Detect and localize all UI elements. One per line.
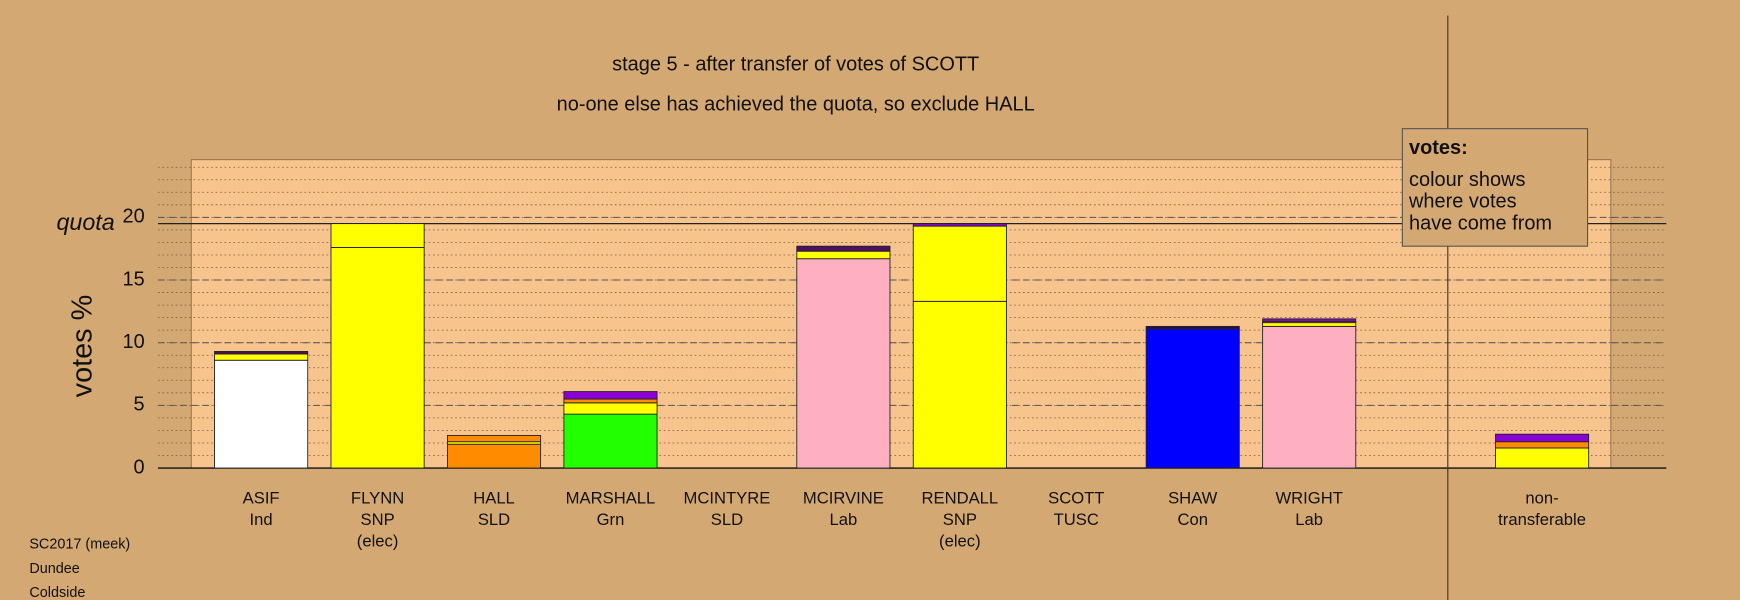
category-label: SLD [478, 510, 510, 529]
bar-segment [1262, 318, 1357, 322]
category-label: (elec) [939, 532, 981, 551]
bar-segment [330, 223, 425, 248]
footer-line: Dundee [29, 561, 79, 577]
y-tick-label: 0 [134, 456, 145, 478]
legend-line: have come from [1409, 212, 1552, 234]
bar-segment [1262, 322, 1357, 327]
bar-segment [912, 300, 1007, 469]
bar-segment [912, 225, 1007, 302]
category-label: (elec) [357, 532, 399, 551]
category-label: TUSC [1054, 510, 1099, 529]
bar-segment [1262, 325, 1357, 469]
bar-segment [214, 353, 309, 361]
legend-line: colour shows [1409, 169, 1525, 191]
bar-segment [1145, 328, 1240, 469]
bar-segment [447, 443, 542, 469]
category-label: Lab [830, 510, 858, 529]
bar-segment [447, 434, 542, 443]
category-label: SNP [943, 510, 977, 529]
category-label: SNP [360, 510, 394, 529]
bar-segment [563, 402, 658, 415]
category-label: SLD [711, 510, 743, 529]
bar-segment [1495, 433, 1590, 443]
category-label: SCOTT [1048, 488, 1104, 507]
footer: SC2017 (meek) Dundee Coldside [29, 536, 130, 600]
footer-line: Coldside [29, 585, 85, 600]
y-tick-label: 5 [134, 394, 145, 416]
y-axis-label: votes % [66, 295, 98, 398]
bar-segment [1495, 447, 1590, 469]
quota-label: quota [56, 209, 114, 235]
bar-segment [1145, 325, 1240, 330]
y-tick-label: 20 [122, 206, 144, 228]
bar-segment [214, 359, 309, 469]
category-label: FLYNN [351, 488, 404, 507]
category-label: SHAW [1168, 488, 1218, 507]
legend-box [1401, 128, 1589, 247]
bar-segment [796, 258, 891, 469]
category-label: non- [1525, 488, 1558, 507]
bar-segment [563, 413, 658, 469]
footer-line: SC2017 (meek) [29, 536, 130, 552]
bar-segment [330, 246, 425, 469]
category-label: ASIF [243, 488, 280, 507]
bars: ASIF Ind FLYNN SNP (elec) HALL SLD MARSHALL Grn M… [214, 223, 1590, 551]
category-label: HALL [473, 488, 515, 507]
category-label: transferable [1498, 510, 1586, 529]
category-label: Con [1177, 510, 1208, 529]
bar-segment [912, 223, 1007, 227]
legend-line: where votes [1408, 191, 1517, 213]
bar-segment [796, 245, 891, 252]
bar-segment [563, 391, 658, 400]
bar-segment [214, 351, 309, 355]
category-label: Lab [1295, 510, 1323, 529]
category-label: MARSHALL [566, 488, 656, 507]
category-label: MCIRVINE [803, 488, 884, 507]
legend-title: votes: [1409, 137, 1468, 159]
category-label: Grn [597, 510, 625, 529]
category-label: Ind [250, 510, 273, 529]
plot-area [190, 159, 1612, 469]
bar-segment [1495, 441, 1590, 449]
chart-title: stage 5 - after transfer of votes of SCO… [612, 54, 979, 76]
y-tick-label: 15 [122, 268, 144, 290]
chart-subtitle: no-one else has achieved the quota, so e… [557, 94, 1035, 116]
bar-segment [563, 398, 658, 404]
category-label: RENDALL [921, 488, 998, 507]
category-label: WRIGHT [1275, 488, 1342, 507]
y-tick-label: 10 [122, 331, 144, 353]
bar-segment [796, 250, 891, 260]
category-label: MCINTYRE [684, 488, 771, 507]
